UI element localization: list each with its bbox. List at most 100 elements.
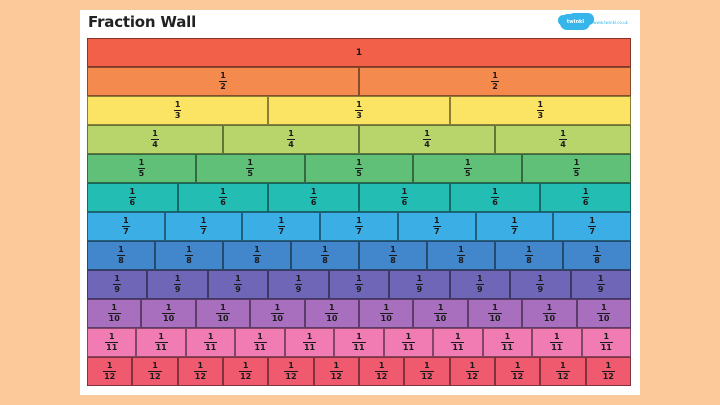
fraction-numerator: 1	[235, 274, 241, 283]
fraction-piece: 1 11	[334, 328, 384, 357]
fraction-denominator: 5	[464, 168, 472, 178]
fraction-denominator: 11	[500, 342, 514, 352]
fraction-denominator: 9	[415, 284, 424, 294]
fraction-numerator: 1	[405, 332, 412, 341]
fraction-denominator: 8	[593, 255, 601, 265]
fraction-numerator: 1	[455, 332, 461, 341]
fraction-numerator: 1	[589, 216, 595, 225]
fraction-label: 1 11	[550, 333, 564, 352]
fraction-denominator: 6	[400, 197, 409, 207]
fraction-numerator: 1	[295, 274, 302, 283]
fraction-piece: 1 12	[585, 357, 631, 386]
fraction-piece: 1 10	[87, 299, 142, 328]
fraction-denominator: 7	[199, 226, 208, 236]
fraction-numerator: 1	[356, 100, 362, 109]
fraction-numerator: 1	[174, 274, 181, 283]
fraction-denominator: 5	[572, 168, 581, 178]
fraction-numerator: 1	[560, 361, 566, 370]
fraction-denominator: 8	[525, 255, 533, 265]
fraction-denominator: 10	[270, 313, 284, 323]
fraction-denominator: 12	[329, 371, 343, 381]
fraction-numerator: 1	[207, 332, 214, 341]
fraction-piece: 1	[87, 38, 631, 67]
fraction-label: 1 12	[193, 362, 207, 381]
fraction-label: 1 11	[204, 332, 218, 352]
fraction-denominator: 9	[113, 284, 121, 294]
brand-url: www.twinkl.co.uk	[593, 19, 628, 25]
fraction-label: 1 12	[420, 362, 434, 381]
fraction-numerator: 1	[306, 332, 313, 341]
fraction-denominator: 9	[476, 284, 484, 294]
fraction-denominator: 11	[352, 342, 366, 352]
fraction-denominator: 5	[355, 168, 363, 178]
fraction-numerator: 1	[537, 274, 544, 283]
fraction-label: 1 10	[597, 304, 611, 323]
fraction-piece: 1 10	[250, 299, 305, 328]
fraction-row-10: 1 10 1 10 1 10 1 10 1 10 1 10 1 10 1 10 1 10 1 10	[87, 299, 632, 328]
fraction-denominator: 6	[309, 197, 318, 207]
fraction-numerator: 1	[492, 303, 498, 312]
fraction-denominator: 5	[246, 168, 254, 178]
fraction-piece: 1 12	[313, 357, 359, 386]
fraction-label: 1 10	[542, 303, 557, 323]
fraction-piece: 1 12	[87, 357, 133, 386]
fraction-numerator: 1	[492, 187, 498, 196]
fraction-numerator: 1	[477, 274, 483, 283]
fraction-label: 1 12	[601, 362, 615, 381]
fraction-numerator: 1	[546, 303, 553, 312]
fraction-denominator: 11	[302, 342, 317, 352]
fraction-denominator: 7	[510, 226, 519, 236]
fraction-numerator: 1	[247, 158, 253, 167]
fraction-denominator: 12	[465, 371, 479, 381]
fraction-denominator: 12	[148, 371, 162, 381]
fraction-denominator: 12	[420, 371, 434, 381]
fraction-numerator: 1	[288, 129, 294, 138]
fraction-numerator: 1	[537, 100, 544, 109]
fraction-piece: 1 12	[177, 357, 223, 386]
fraction-piece: 1 10	[304, 299, 360, 328]
fraction-denominator: 6	[219, 197, 227, 207]
fraction-piece: 1 10	[141, 299, 196, 328]
fraction-piece: 1 11	[235, 328, 285, 357]
fraction-label: 1 10	[216, 303, 230, 323]
fraction-numerator: 1	[220, 303, 226, 312]
fraction-row-1: 1	[87, 38, 631, 67]
fraction-numerator: 1	[560, 129, 566, 138]
fraction-denominator: 4	[287, 139, 295, 149]
fraction-numerator: 1	[603, 332, 610, 341]
fraction-label: 1 12	[148, 362, 162, 381]
fraction-denominator: 7	[277, 226, 286, 236]
fraction-denominator: 10	[107, 313, 121, 323]
